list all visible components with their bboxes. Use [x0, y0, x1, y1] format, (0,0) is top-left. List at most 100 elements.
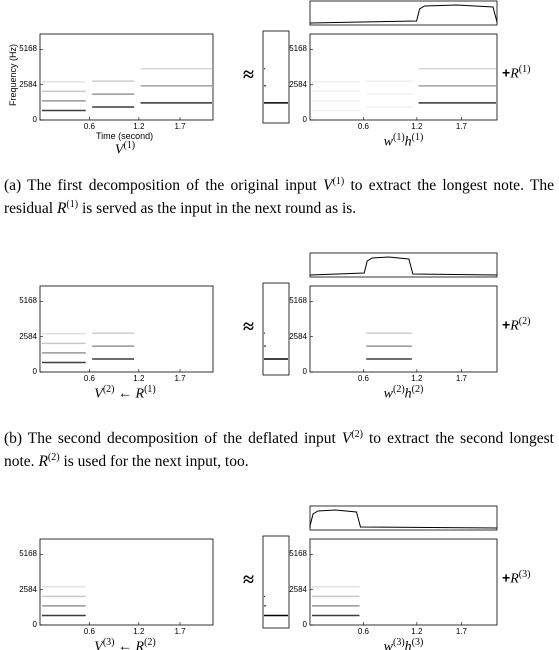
approx-sign: ≈ — [243, 64, 254, 86]
x-tick-label: 1.7 — [455, 627, 467, 636]
text-segment: R — [510, 318, 519, 334]
y-tick-label: 2584 — [19, 79, 37, 89]
y-tick-label: 0 — [302, 115, 307, 124]
y-tick-label: 5168 — [19, 549, 37, 559]
caption: (a) The first decomposition of the origi… — [4, 172, 554, 218]
text-segment: (3) — [518, 569, 531, 580]
x-tick-label: 0.6 — [357, 122, 369, 131]
text-segment: (3) — [411, 637, 424, 648]
text-segment: V — [341, 430, 352, 448]
text-segment: to extract the second longest note. — [4, 430, 554, 471]
text-segment: (1) — [518, 64, 531, 75]
x-tick-label: 0.6 — [83, 122, 95, 131]
activation-box — [309, 252, 498, 278]
text-segment: R — [56, 200, 67, 218]
axes-box — [309, 285, 498, 373]
text-segment: is served as the input in the next round… — [78, 200, 357, 218]
text-segment: (1) — [144, 384, 156, 395]
x-tick-label: 1.2 — [411, 627, 423, 636]
left-label: V(2) ← R(1) — [0, 384, 250, 403]
x-tick-label: 1.2 — [411, 374, 423, 383]
y-tick-label: 2584 — [19, 331, 37, 341]
right-label: w(2)h(2) — [310, 384, 497, 403]
activation-curve — [309, 509, 498, 529]
axes-box — [39, 538, 214, 626]
text-segment: + — [502, 569, 511, 586]
text-segment: V — [114, 142, 124, 158]
text-segment: (2) — [351, 429, 363, 440]
text-segment: is used for the next input, too. — [59, 453, 249, 471]
x-tick-label: 1.2 — [133, 627, 145, 636]
x-tick-label: 1.7 — [174, 122, 186, 131]
x-tick-label: 0.6 — [83, 374, 95, 383]
text-segment: ← — [114, 386, 136, 402]
y-tick-label: 0 — [32, 620, 37, 629]
text-segment: (1) — [393, 132, 405, 143]
text-segment: R — [38, 453, 48, 471]
y-tick-label: 5168 — [289, 44, 307, 54]
text-segment: h — [404, 639, 412, 650]
y-tick-label: 2584 — [19, 584, 37, 594]
basis-box — [262, 30, 290, 124]
x-tick-label: 1.7 — [174, 627, 186, 636]
text-segment: R — [510, 66, 519, 82]
x-tick-label: 1.2 — [133, 374, 145, 383]
left-label: V(3) ← R(2) — [0, 637, 250, 650]
text-segment: V — [323, 177, 333, 195]
text-segment: h — [404, 386, 412, 402]
text-segment: (2) — [518, 316, 531, 327]
text-segment: R — [510, 571, 519, 587]
residual-label: +R(3) — [502, 569, 530, 588]
text-segment: + — [502, 316, 511, 333]
text-segment: ← — [114, 639, 136, 650]
y-tick-label: 5168 — [19, 44, 37, 54]
y-tick-label: 0 — [302, 620, 307, 629]
y-tick-label: 0 — [32, 115, 37, 124]
axes-box — [39, 285, 214, 373]
axes-box — [309, 33, 498, 121]
text-segment: (2) — [102, 384, 115, 395]
activation-box — [309, 505, 498, 531]
residual-label: +R(1) — [502, 64, 530, 83]
text-segment: (1) — [123, 140, 136, 151]
x-axis-label: Time (second) — [96, 131, 154, 141]
approx-sign: ≈ — [243, 316, 254, 338]
y-tick-label: 0 — [302, 367, 307, 376]
text-segment: (2) — [393, 384, 405, 395]
text-segment: (b) The second decomposition of the defl… — [4, 430, 342, 448]
text-segment: h — [404, 134, 412, 150]
activation-curve — [309, 256, 498, 276]
x-tick-label: 1.7 — [455, 374, 467, 383]
approx-sign: ≈ — [243, 569, 254, 591]
text-segment: w — [383, 134, 393, 150]
x-tick-label: 1.7 — [174, 374, 186, 383]
x-tick-label: 1.2 — [411, 122, 423, 131]
y-tick-label: 2584 — [289, 79, 307, 89]
text-segment: w — [383, 386, 393, 402]
text-segment: (2) — [144, 637, 156, 648]
axes-box — [309, 538, 498, 626]
text-segment: (1) — [332, 176, 345, 187]
left-label: V(1) — [0, 140, 250, 159]
text-segment: to extract the longest note. The residua… — [4, 177, 554, 218]
x-tick-label: 0.6 — [83, 627, 95, 636]
axes-box — [39, 33, 214, 121]
activation-curve — [309, 4, 498, 24]
x-tick-label: 1.7 — [455, 122, 467, 131]
y-tick-label: 5168 — [289, 549, 307, 559]
text-segment: V — [94, 639, 103, 650]
y-tick-label: 2584 — [289, 584, 307, 594]
basis-box — [262, 535, 290, 629]
text-segment: w — [383, 639, 393, 650]
text-segment: (3) — [102, 637, 115, 648]
text-segment: R — [135, 639, 145, 650]
text-segment: (3) — [393, 637, 405, 648]
x-tick-label: 1.2 — [133, 122, 145, 131]
y-tick-label: 5168 — [289, 296, 307, 306]
caption: (b) The second decomposition of the defl… — [4, 425, 554, 471]
y-axis-label: Frequency (Hz) — [8, 44, 18, 107]
text-segment: (1) — [66, 199, 79, 211]
text-segment: + — [502, 64, 511, 81]
